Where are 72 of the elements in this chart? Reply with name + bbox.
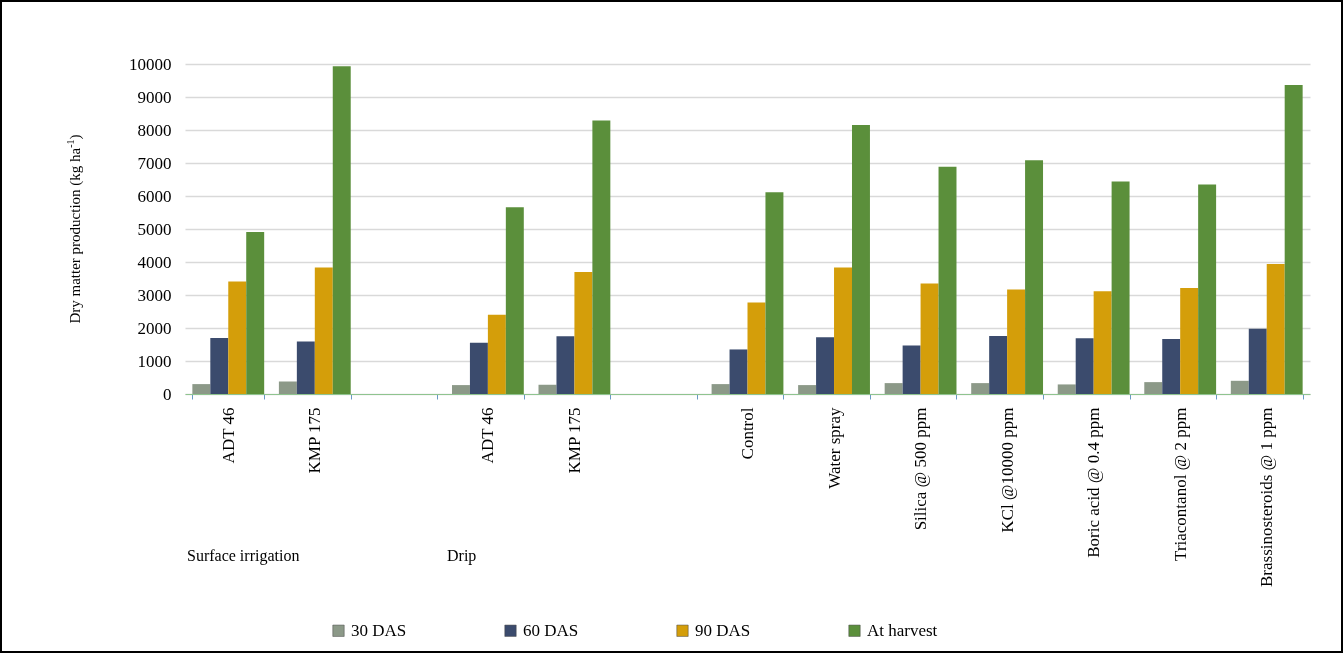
bar	[556, 336, 575, 394]
y-tick-label: 0	[163, 384, 172, 404]
y-tick-label: 5000	[137, 219, 172, 239]
legend-label: 60 DAS	[523, 620, 579, 640]
bar	[1111, 181, 1130, 394]
x-tick-label: Brassinosteroids @ 1 ppm	[1257, 407, 1277, 588]
bar	[487, 314, 506, 394]
bar	[989, 335, 1008, 394]
bar	[884, 383, 903, 394]
x-tick-label: KMP 175	[305, 407, 325, 474]
bar	[314, 267, 333, 394]
y-tick-label: 8000	[137, 120, 172, 140]
y-tick-label: 9000	[137, 87, 172, 107]
y-tick-label: 3000	[137, 285, 172, 305]
y-tick-label: 7000	[137, 153, 172, 173]
bar	[574, 271, 593, 394]
bar	[798, 385, 817, 394]
bar	[1284, 85, 1303, 394]
bar	[834, 267, 852, 394]
bar	[938, 166, 957, 394]
bar	[592, 120, 611, 394]
y-tick-label: 4000	[137, 252, 172, 272]
bar	[920, 283, 939, 394]
bar	[1144, 382, 1163, 394]
bar	[1180, 288, 1199, 394]
x-tick-label: Silica @ 500 ppm	[911, 407, 931, 531]
bar	[296, 341, 315, 394]
x-tick-label: ADT 46	[218, 407, 238, 464]
bar	[1266, 263, 1285, 394]
legend-label: 90 DAS	[695, 620, 751, 640]
legend-label: At harvest	[867, 620, 938, 640]
bar	[747, 302, 766, 394]
bar	[971, 383, 990, 394]
bar	[469, 342, 488, 394]
bar	[765, 192, 784, 394]
x-tick-label: KCl @10000 ppm	[997, 407, 1017, 533]
x-tick-label: Control	[738, 407, 757, 460]
bar	[852, 125, 870, 394]
y-tick-label: 6000	[137, 186, 172, 206]
text: Drip	[447, 547, 477, 565]
x-tick-label: ADT 46	[478, 407, 498, 464]
x-tick-label: Boric acid @ 0.4 ppm	[1084, 407, 1104, 558]
bar	[816, 337, 835, 394]
bar	[332, 66, 351, 394]
bar	[711, 384, 730, 394]
x-tick-label: Water spray	[824, 407, 844, 489]
bar	[451, 385, 470, 394]
bar	[210, 337, 229, 394]
bar	[538, 384, 557, 394]
bar	[228, 281, 247, 394]
y-tick-label: 2000	[137, 318, 172, 338]
bar	[1248, 328, 1267, 394]
bar	[1093, 291, 1112, 394]
bar	[902, 345, 921, 394]
bar	[505, 207, 524, 394]
bar	[1075, 338, 1094, 394]
bar	[1007, 289, 1026, 394]
bar	[1230, 380, 1249, 394]
bar	[192, 384, 211, 394]
bar	[278, 381, 297, 394]
bar	[1025, 160, 1044, 394]
x-tick-label: KMP 175	[564, 407, 584, 474]
bar	[1198, 184, 1217, 394]
y-tick-label: 10000	[129, 54, 172, 74]
bar	[1057, 384, 1076, 394]
x-tick-label: Triacontanol @ 2 ppm	[1170, 407, 1190, 561]
bar	[729, 349, 748, 394]
legend-label: 30 DAS	[351, 620, 407, 640]
bar	[246, 231, 265, 394]
text: Surface irrigation	[187, 547, 300, 565]
bar	[1162, 338, 1181, 394]
y-tick-label: 1000	[137, 351, 172, 371]
